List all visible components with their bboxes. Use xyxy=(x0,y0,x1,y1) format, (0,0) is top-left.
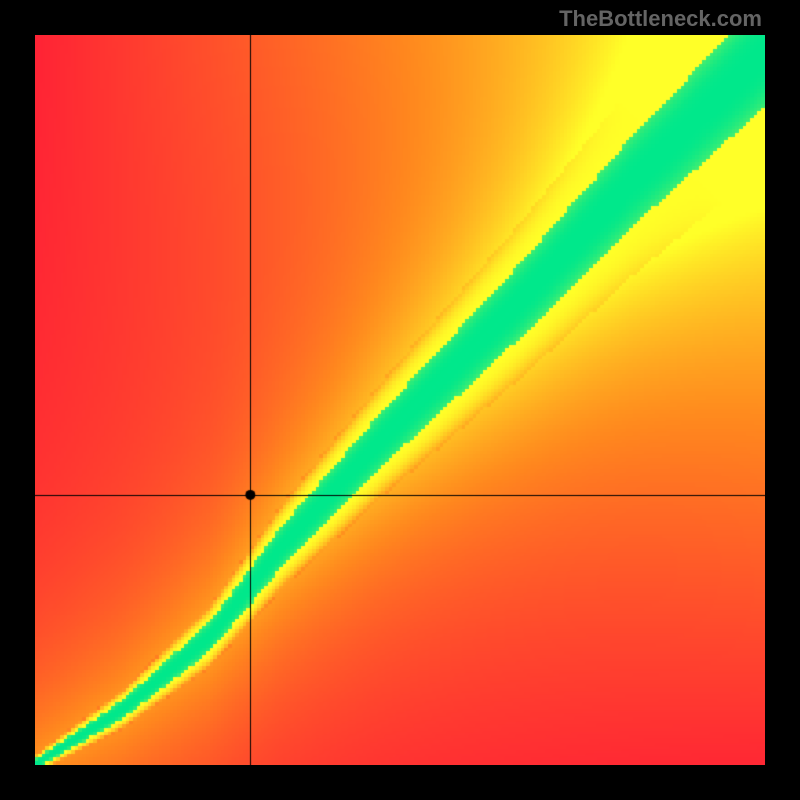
chart-container: { "watermark": { "text": "TheBottleneck.… xyxy=(0,0,800,800)
bottleneck-heatmap xyxy=(35,35,765,765)
watermark-text: TheBottleneck.com xyxy=(559,6,762,32)
